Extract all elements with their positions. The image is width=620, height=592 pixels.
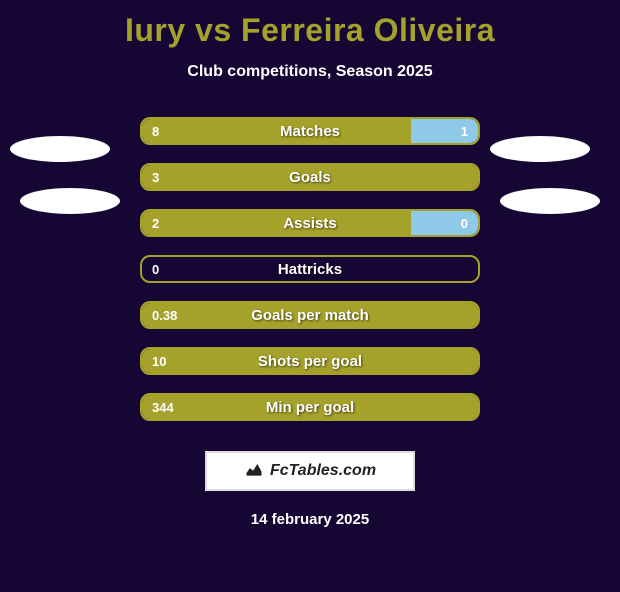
stat-row: 0Hattricks <box>140 255 480 283</box>
stat-row: 20Assists <box>140 209 480 237</box>
stat-label: Assists <box>140 209 480 237</box>
stat-row: 81Matches <box>140 117 480 145</box>
chart-icon <box>244 459 264 484</box>
stat-row: 344Min per goal <box>140 393 480 421</box>
stat-row: 3Goals <box>140 163 480 191</box>
watermark-badge: FcTables.com <box>205 451 415 491</box>
page-title: Iury vs Ferreira Oliveira <box>0 12 620 49</box>
stat-label: Goals <box>140 163 480 191</box>
page-subtitle: Club competitions, Season 2025 <box>0 63 620 81</box>
watermark-text: FcTables.com <box>270 462 376 480</box>
stat-row: 10Shots per goal <box>140 347 480 375</box>
stat-label: Hattricks <box>140 255 480 283</box>
stat-label: Matches <box>140 117 480 145</box>
stat-label: Shots per goal <box>140 347 480 375</box>
date-text: 14 february 2025 <box>0 511 620 528</box>
stat-label: Min per goal <box>140 393 480 421</box>
comparison-chart: 81Matches 3Goals 20Assists 0Hattricks 0.38Go… <box>0 117 620 421</box>
stat-row: 0.38Goals per match <box>140 301 480 329</box>
stat-label: Goals per match <box>140 301 480 329</box>
